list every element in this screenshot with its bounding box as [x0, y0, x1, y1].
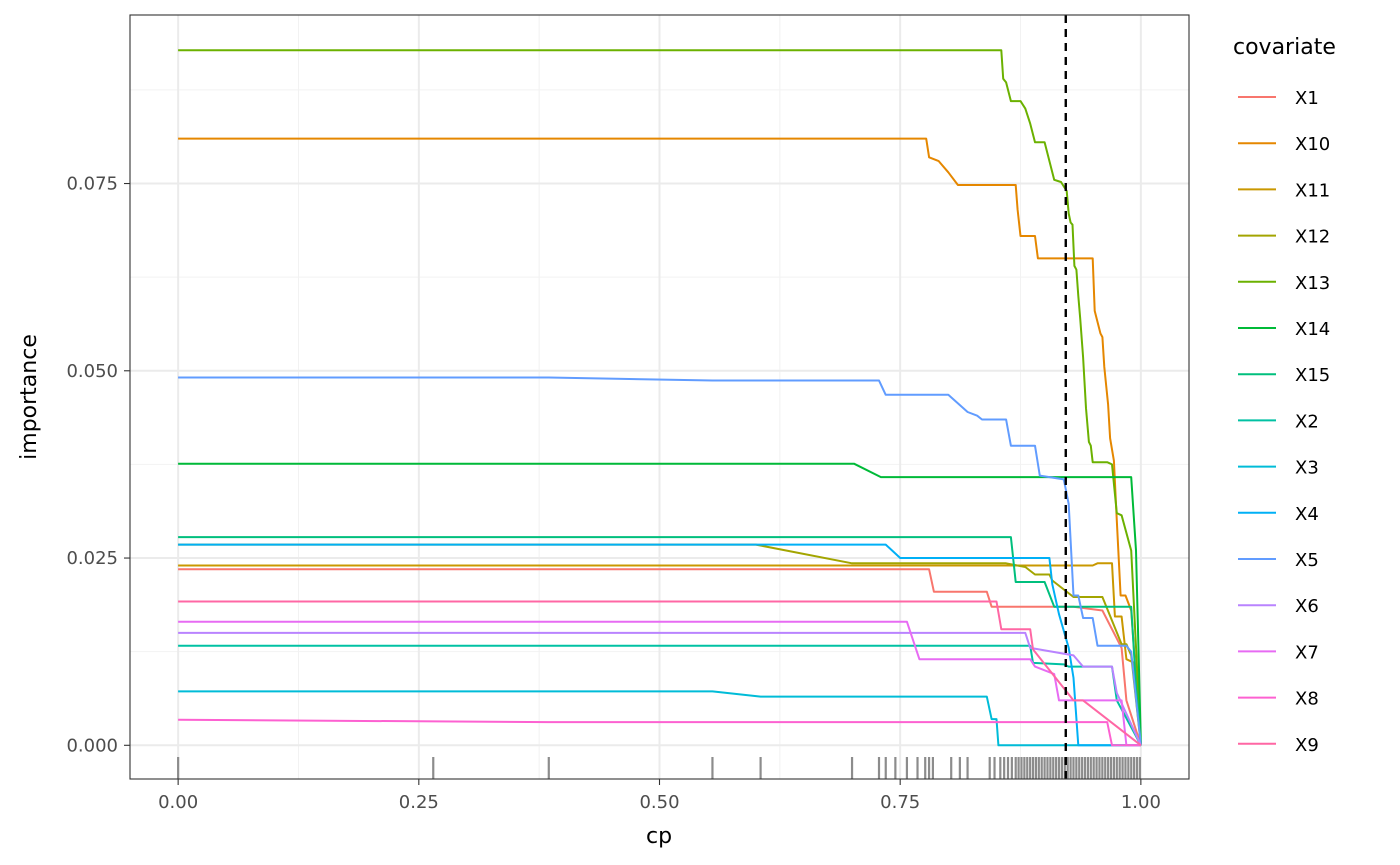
- series-line-x6: [178, 631, 1142, 746]
- legend-label-x4: X4: [1295, 504, 1319, 525]
- legend-label-x1: X1: [1295, 88, 1319, 109]
- series-line-x7: [178, 620, 1141, 747]
- legend-label-x12: X12: [1295, 227, 1330, 248]
- x-tick-label: 0.00: [158, 792, 198, 813]
- series-line-x3: [178, 690, 1141, 747]
- series-line-x8: [178, 718, 1141, 747]
- legend-label-x2: X2: [1295, 411, 1319, 432]
- series-lines: [178, 49, 1142, 747]
- x-tick-label: 1.00: [1121, 792, 1161, 813]
- legend-label-x3: X3: [1295, 458, 1319, 479]
- series-line-x10: [178, 137, 1142, 746]
- legend: covariate X1 X10 X11 X12 X13 X14 X15 X2 X3 X4 X5 X6…: [1233, 35, 1336, 756]
- legend-label-x6: X6: [1295, 596, 1319, 617]
- legend-title: covariate: [1233, 35, 1336, 60]
- series-line-x13: [178, 49, 1142, 746]
- legend-label-x7: X7: [1295, 642, 1319, 663]
- series-line-x11: [178, 562, 1142, 746]
- y-axis-title: importance: [17, 334, 42, 460]
- rug-marks: [177, 757, 1142, 779]
- series-line-x15: [178, 536, 1142, 746]
- x-tick-label: 0.50: [639, 792, 679, 813]
- y-tick-label: 0.050: [66, 361, 118, 382]
- legend-label-x8: X8: [1295, 689, 1319, 710]
- y-tick-label: 0.075: [66, 174, 118, 195]
- x-tick-label: 0.75: [880, 792, 920, 813]
- legend-label-x5: X5: [1295, 550, 1319, 571]
- x-axis: 0.00 0.25 0.50 0.75 1.00: [158, 779, 1161, 813]
- x-axis-title: cp: [646, 824, 672, 849]
- series-line-x1: [178, 568, 1142, 746]
- series-line-x9: [178, 600, 1142, 747]
- y-axis: 0.000 0.025 0.050 0.075: [66, 174, 130, 756]
- legend-label-x13: X13: [1295, 273, 1330, 294]
- legend-label-x10: X10: [1295, 134, 1330, 155]
- legend-label-x11: X11: [1295, 180, 1330, 201]
- legend-label-x14: X14: [1295, 319, 1330, 340]
- x-tick-label: 0.25: [399, 792, 439, 813]
- y-tick-label: 0.000: [66, 735, 118, 756]
- major-gridlines: [130, 15, 1189, 779]
- legend-label-x15: X15: [1295, 365, 1330, 386]
- y-tick-label: 0.025: [66, 548, 118, 569]
- series-line-x14: [178, 462, 1142, 746]
- series-line-x4: [178, 543, 1141, 747]
- series-line-x5: [178, 376, 1142, 746]
- legend-label-x9: X9: [1295, 735, 1319, 756]
